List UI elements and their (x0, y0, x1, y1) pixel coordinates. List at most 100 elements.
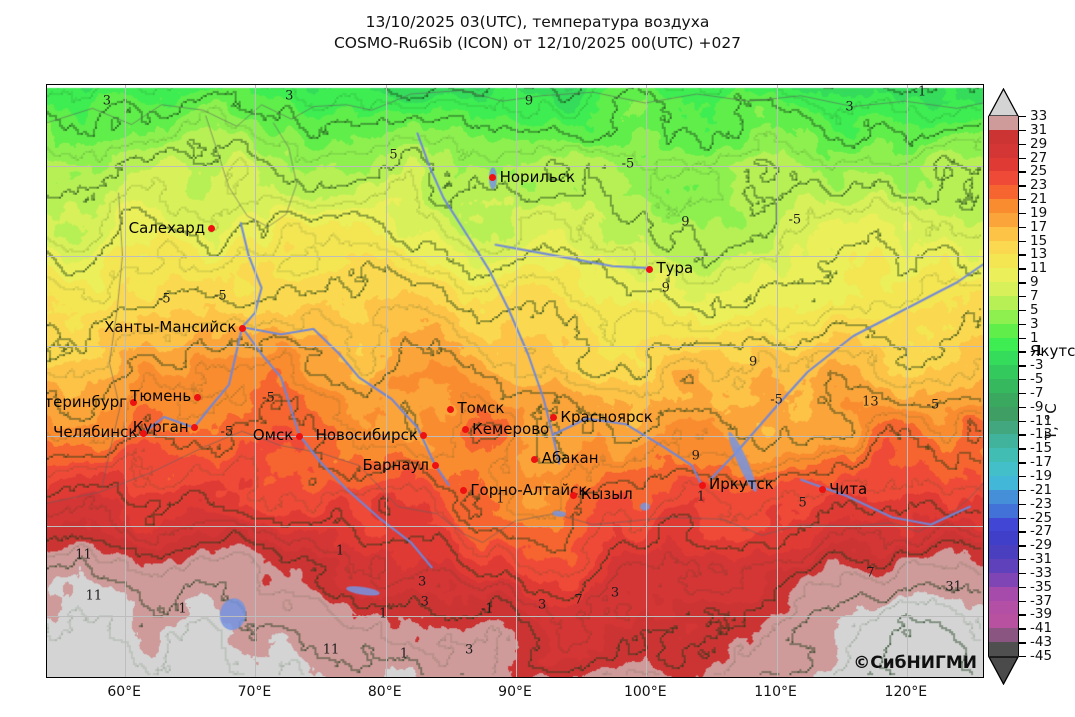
lon-tick-label-100: 100°E (623, 684, 667, 700)
contour-label: 11 (85, 588, 103, 604)
contour-label: 9 (524, 93, 534, 109)
city-label: Салехард (128, 218, 206, 237)
contour-label: 5 (389, 147, 398, 163)
gridline-lat-65 (47, 256, 983, 257)
colorbar-band (988, 379, 1019, 394)
city-label: Курган (132, 417, 189, 436)
colorbar-tick (1019, 406, 1026, 409)
city-label: Челябинск (53, 423, 138, 442)
city-label-yakutsk: Якутск (1030, 342, 1075, 361)
city-dot-icon (191, 424, 199, 432)
city-label: Кызыл (580, 485, 633, 503)
colorbar-tick-label: -17 (1030, 454, 1053, 471)
colorbar-tick-label: -39 (1030, 606, 1053, 623)
colorbar-band (988, 296, 1019, 311)
city-dot-icon (295, 432, 303, 440)
colorbar-band (988, 143, 1019, 159)
colorbar-tick (1019, 656, 1026, 658)
city-label: Омск (252, 426, 294, 445)
colorbar-tick (1019, 628, 1026, 630)
gridline-lat-45 (47, 616, 983, 617)
colorbar-tick (1019, 212, 1026, 215)
city-label: Тюмень (130, 387, 192, 406)
gridline-lat-55 (47, 436, 983, 437)
city-dot-icon (420, 432, 428, 439)
colorbar-tick (1019, 545, 1026, 547)
colorbar-tick-label: -11 (1030, 412, 1053, 429)
city-label: Чита (829, 479, 868, 498)
city-dot-icon (698, 481, 706, 489)
contour-label: 3 (845, 99, 854, 115)
contour-label: 3 (610, 585, 620, 601)
colorbar-tick (1019, 517, 1026, 519)
chart-title-block: 13/10/2025 03(UTC), температура воздуха … (0, 12, 1075, 54)
colorbar-band (988, 116, 1019, 131)
contour-label: 1 (496, 491, 505, 507)
contour-label: -5 (220, 424, 234, 440)
gridline-lon-70 (255, 85, 257, 677)
contour-label: 1 (378, 606, 388, 622)
colorbar-band (988, 199, 1019, 214)
colorbar-band (988, 434, 1019, 449)
colorbar-tick (1019, 420, 1026, 422)
colorbar-tick (1019, 157, 1026, 159)
colorbar-tick (1019, 559, 1026, 561)
colorbar-tick (1019, 116, 1026, 118)
city-label: Горно-Алтайск (470, 480, 588, 499)
contour-label: 9 (691, 448, 700, 464)
colorbar-tick-label: 31 (1030, 121, 1048, 138)
city-dot-icon (459, 487, 467, 495)
colorbar-band (988, 614, 1019, 629)
gridline-lat-60 (47, 346, 983, 347)
gridline-lon-100 (646, 85, 648, 677)
gridline-lon-120 (906, 85, 908, 677)
colorbar-tick (1019, 476, 1026, 478)
contour-label: 3 (418, 574, 427, 590)
colorbar-tick-label: -19 (1030, 468, 1053, 484)
city-dot-icon (139, 429, 147, 437)
colorbar-tick (1019, 254, 1026, 256)
city-dot-icon (447, 405, 454, 413)
city-dot-icon (570, 491, 578, 499)
city-dot-icon (549, 414, 557, 422)
colorbar-tick-label: 29 (1030, 135, 1048, 152)
colorbar-band (988, 545, 1019, 560)
colorbar-tick-label: 5 (1030, 301, 1039, 318)
colorbar-tick-label: 13 (1030, 246, 1048, 263)
contour-label: 9 (661, 280, 670, 296)
colorbar-band (988, 406, 1019, 422)
colorbar-tick-label: -33 (1030, 564, 1053, 581)
contour-label: 11 (322, 642, 340, 658)
colorbar-tick (1019, 642, 1026, 644)
colorbar-band (988, 240, 1019, 256)
city-dot-icon (489, 174, 497, 182)
city-label: Абакан (541, 449, 599, 467)
city-dot-icon (461, 426, 469, 434)
colorbar-band (988, 185, 1019, 200)
colorbar-tick-label: -41 (1030, 620, 1053, 637)
colorbar-band (988, 268, 1019, 283)
lon-tick-label-70: 70°E (237, 684, 272, 700)
lon-tick-label-60: 60°E (107, 684, 141, 700)
contour-label: 11 (75, 547, 92, 563)
colorbar-tick-label: -1 (1030, 343, 1044, 360)
city-label: Иркутск (709, 475, 774, 493)
contour-label: 3 (420, 594, 429, 610)
contour-label: 7 (574, 592, 583, 608)
city-dot-icon (193, 393, 201, 401)
over-arrow-icon (987, 87, 1020, 117)
colorbar-tick (1019, 171, 1026, 173)
contour-label: -1 (480, 601, 494, 617)
map-panel[interactable]: 3 3 9 3 -1 5 -5 9 -5 9 -5 -5 -5 -5 -5 13 -5 9 9 1 5 1 11 11 1 1 3 3… (46, 84, 984, 678)
contour-label: 7 (866, 565, 875, 581)
city-dot-icon (238, 324, 246, 332)
contour-label: 31 (945, 579, 962, 595)
colorbar-tick (1019, 268, 1026, 270)
colorbar-tick (1019, 129, 1026, 132)
contour-label: 3 (285, 88, 294, 104)
lon-tick-label-110: 110°E (754, 684, 797, 700)
city-label: Новосибирск (315, 425, 418, 444)
colorbar-axis-title: T, °C (1042, 403, 1060, 440)
city-label: Красноярск (560, 407, 653, 426)
city-label: Екатеринбург (46, 392, 127, 411)
